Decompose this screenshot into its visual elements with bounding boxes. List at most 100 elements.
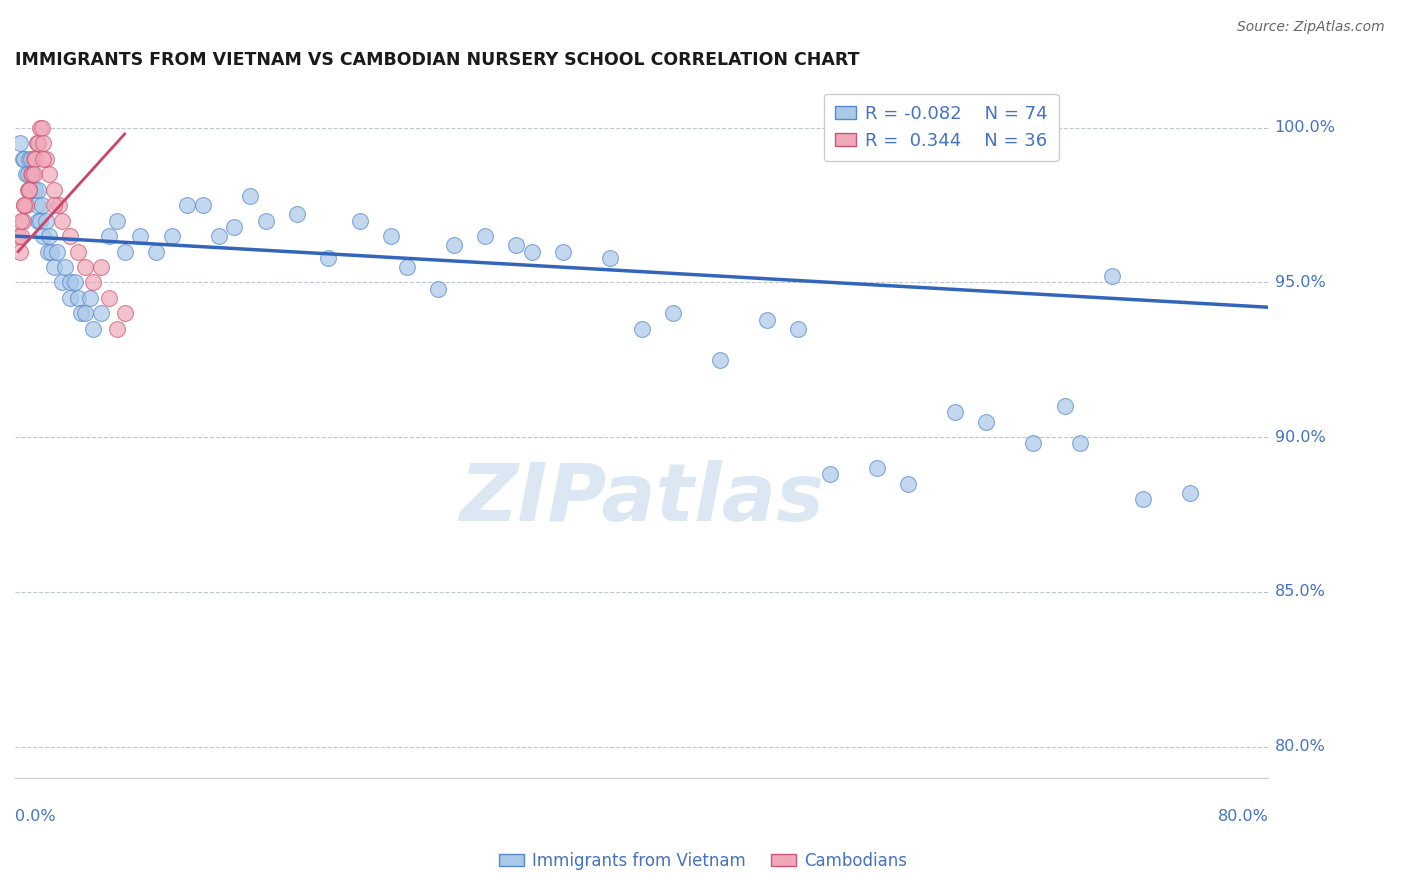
Point	[1178, 486, 1201, 500]
Point	[90, 306, 112, 320]
Point	[27, 136, 49, 151]
Point	[1022, 436, 1045, 450]
Point	[395, 260, 418, 274]
Point	[27, 183, 49, 197]
Point	[31, 120, 53, 135]
Point	[239, 189, 262, 203]
Point	[787, 322, 810, 336]
Point	[51, 276, 73, 290]
Point	[176, 198, 198, 212]
Point	[349, 213, 371, 227]
Point	[105, 213, 128, 227]
Point	[8, 244, 31, 259]
Point	[38, 167, 60, 181]
Point	[13, 198, 35, 212]
Point	[18, 183, 41, 197]
Point	[21, 167, 44, 181]
Point	[756, 312, 779, 326]
Point	[11, 152, 34, 166]
Point	[82, 322, 104, 336]
Point	[897, 476, 920, 491]
Point	[105, 322, 128, 336]
Point	[662, 306, 685, 320]
Point	[82, 276, 104, 290]
Point	[32, 136, 55, 151]
Point	[48, 198, 70, 212]
Point	[53, 260, 76, 274]
Point	[1053, 399, 1076, 413]
Text: ZIPatlas: ZIPatlas	[460, 460, 824, 538]
Point	[191, 198, 214, 212]
Text: 90.0%: 90.0%	[1275, 430, 1326, 445]
Point	[17, 183, 39, 197]
Point	[427, 282, 450, 296]
Point	[14, 198, 37, 212]
Point	[66, 244, 89, 259]
Point	[114, 306, 136, 320]
Point	[318, 251, 340, 265]
Point	[114, 244, 136, 259]
Point	[254, 213, 277, 227]
Point	[27, 213, 49, 227]
Point	[75, 260, 97, 274]
Point	[39, 244, 62, 259]
Point	[129, 229, 152, 244]
Text: IMMIGRANTS FROM VIETNAM VS CAMBODIAN NURSERY SCHOOL CORRELATION CHART: IMMIGRANTS FROM VIETNAM VS CAMBODIAN NUR…	[15, 51, 859, 69]
Text: 85.0%: 85.0%	[1275, 584, 1326, 599]
Point	[10, 229, 32, 244]
Point	[59, 276, 82, 290]
Point	[51, 213, 73, 227]
Text: 80.0%: 80.0%	[1275, 739, 1326, 754]
Point	[37, 244, 59, 259]
Point	[31, 198, 53, 212]
Point	[474, 229, 496, 244]
Point	[13, 198, 35, 212]
Point	[32, 229, 55, 244]
Text: 0.0%: 0.0%	[15, 809, 56, 824]
Point	[35, 213, 58, 227]
Point	[20, 152, 42, 166]
Point	[28, 213, 51, 227]
Point	[24, 183, 46, 197]
Point	[25, 198, 48, 212]
Point	[7, 229, 30, 244]
Point	[18, 152, 41, 166]
Point	[98, 229, 121, 244]
Point	[24, 152, 46, 166]
Point	[20, 167, 42, 181]
Point	[14, 167, 37, 181]
Point	[90, 260, 112, 274]
Point	[63, 276, 86, 290]
Point	[520, 244, 543, 259]
Point	[59, 229, 82, 244]
Point	[22, 152, 45, 166]
Point	[20, 183, 42, 197]
Point	[285, 207, 308, 221]
Point	[1069, 436, 1091, 450]
Point	[443, 238, 465, 252]
Point	[630, 322, 652, 336]
Point	[380, 229, 402, 244]
Point	[44, 260, 66, 274]
Point	[69, 306, 91, 320]
Point	[79, 291, 101, 305]
Point	[32, 152, 55, 166]
Text: Source: ZipAtlas.com: Source: ZipAtlas.com	[1237, 20, 1385, 34]
Point	[17, 167, 39, 181]
Point	[818, 467, 841, 482]
Point	[599, 251, 621, 265]
Point	[25, 136, 48, 151]
Point	[46, 244, 69, 259]
Point	[505, 238, 527, 252]
Point	[98, 291, 121, 305]
Point	[18, 183, 41, 197]
Point	[66, 291, 89, 305]
Point	[10, 213, 32, 227]
Point	[208, 229, 231, 244]
Point	[11, 213, 34, 227]
Point	[13, 152, 35, 166]
Legend: R = -0.082    N = 74, R =  0.344    N = 36: R = -0.082 N = 74, R = 0.344 N = 36	[824, 94, 1059, 161]
Point	[21, 167, 44, 181]
Point	[1101, 269, 1123, 284]
Text: 80.0%: 80.0%	[1218, 809, 1268, 824]
